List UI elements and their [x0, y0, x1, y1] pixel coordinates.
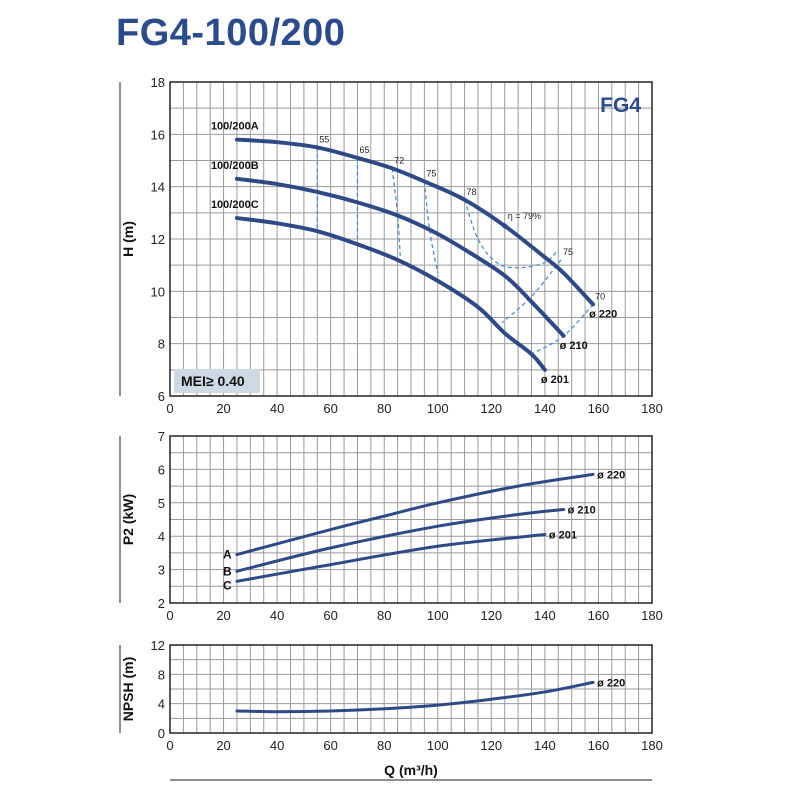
x-tick-label: 160 — [588, 738, 610, 753]
y-tick-label: 6 — [158, 389, 165, 404]
x-tick-label: 120 — [480, 401, 502, 416]
curve-end-label: ø 210 — [568, 504, 596, 516]
efficiency-line — [391, 168, 401, 258]
x-tick-label: 160 — [588, 608, 610, 623]
curve-100/200b — [234, 176, 566, 338]
y-tick-label: 12 — [151, 232, 165, 247]
curve-100/200c — [234, 216, 547, 372]
x-tick-label: 40 — [270, 608, 284, 623]
y-tick-label: 8 — [158, 337, 165, 352]
x-tick-label: 160 — [588, 401, 610, 416]
curve-name-label: C — [223, 578, 232, 592]
efficiency-line — [501, 259, 562, 324]
efficiency-label: 72 — [394, 155, 404, 165]
curve-end-label: ø 220 — [589, 308, 617, 320]
curve-a — [235, 472, 595, 557]
curve-end-label: ø 220 — [597, 469, 625, 481]
x-tick-label: 180 — [641, 401, 663, 416]
x-tick-label: 0 — [166, 401, 173, 416]
curve-name-label: 100/200A — [211, 121, 259, 133]
x-tick-label: 120 — [480, 738, 502, 753]
mei-badge-bg — [174, 369, 260, 393]
curve-end-label: ø 210 — [560, 340, 588, 352]
efficiency-label: 75 — [563, 247, 573, 257]
y-tick-label: 5 — [158, 496, 165, 511]
efficiency-label: 78 — [467, 187, 477, 197]
y-tick-label: 12 — [151, 638, 165, 653]
curve-name-label: B — [223, 564, 232, 578]
x-tick-label: 0 — [166, 608, 173, 623]
x-tick-label: 140 — [534, 738, 556, 753]
y-tick-label: 3 — [158, 563, 165, 578]
y-tick-label: 4 — [158, 529, 165, 544]
y-tick-label: 4 — [158, 697, 165, 712]
chart-title: FG4-100/200 — [116, 12, 346, 54]
x-tick-label: 140 — [534, 401, 556, 416]
curve-c — [235, 533, 547, 583]
y-tick-label: 18 — [151, 75, 165, 90]
y-tick-label: 7 — [158, 429, 165, 444]
x-tick-label: 80 — [377, 401, 391, 416]
x-tick-label: 60 — [323, 401, 337, 416]
curve-npsh — [235, 680, 595, 714]
plot-frame — [169, 644, 653, 734]
series-badge: FG4 — [600, 94, 641, 117]
curve-end-label: ø 201 — [549, 530, 577, 542]
efficiency-label: 70 — [595, 291, 605, 301]
x-tick-label: 20 — [216, 738, 230, 753]
y-tick-label: 8 — [158, 667, 165, 682]
x-tick-label: 80 — [377, 608, 391, 623]
bep-label: η = 79% — [508, 211, 541, 221]
plot-frame — [169, 81, 653, 397]
mei-badge: MEI≥ 0.40 — [181, 373, 245, 389]
x-tick-label: 60 — [323, 738, 337, 753]
plot-frame — [169, 435, 653, 604]
x-axis-label: Q (m³/h) — [384, 762, 438, 778]
curve-name-label: 100/200C — [211, 199, 259, 211]
efficiency-label: 75 — [426, 168, 436, 178]
y-tick-label: 14 — [151, 180, 165, 195]
y-tick-label: 0 — [158, 726, 165, 741]
y-axis-label: P2 (kW) — [120, 494, 136, 545]
x-tick-label: 20 — [216, 608, 230, 623]
efficiency-label: 65 — [359, 145, 369, 155]
x-tick-label: 140 — [534, 608, 556, 623]
x-tick-label: 40 — [270, 401, 284, 416]
x-tick-label: 180 — [641, 738, 663, 753]
y-axis-label: NPSH (m) — [120, 657, 136, 722]
y-axis-label: H (m) — [120, 221, 136, 257]
x-tick-label: 40 — [270, 738, 284, 753]
efficiency-line — [463, 199, 559, 269]
efficiency-label: 55 — [319, 134, 329, 144]
x-tick-label: 0 — [166, 738, 173, 753]
x-tick-label: 60 — [323, 608, 337, 623]
x-tick-label: 100 — [427, 608, 449, 623]
x-tick-label: 120 — [480, 608, 502, 623]
y-tick-label: 6 — [158, 462, 165, 477]
x-tick-label: 100 — [427, 738, 449, 753]
curve-name-label: 100/200B — [211, 160, 259, 172]
x-tick-label: 20 — [216, 401, 230, 416]
x-tick-label: 80 — [377, 738, 391, 753]
y-tick-label: 16 — [151, 127, 165, 142]
curve-100/200a — [234, 137, 596, 307]
curve-b — [235, 507, 566, 573]
x-tick-label: 100 — [427, 401, 449, 416]
x-tick-label: 180 — [641, 608, 663, 623]
curve-end-label: ø 220 — [597, 677, 625, 689]
curve-name-label: A — [223, 548, 232, 562]
y-tick-label: 2 — [158, 596, 165, 611]
curve-end-label: ø 201 — [541, 374, 569, 386]
y-tick-label: 10 — [151, 284, 165, 299]
